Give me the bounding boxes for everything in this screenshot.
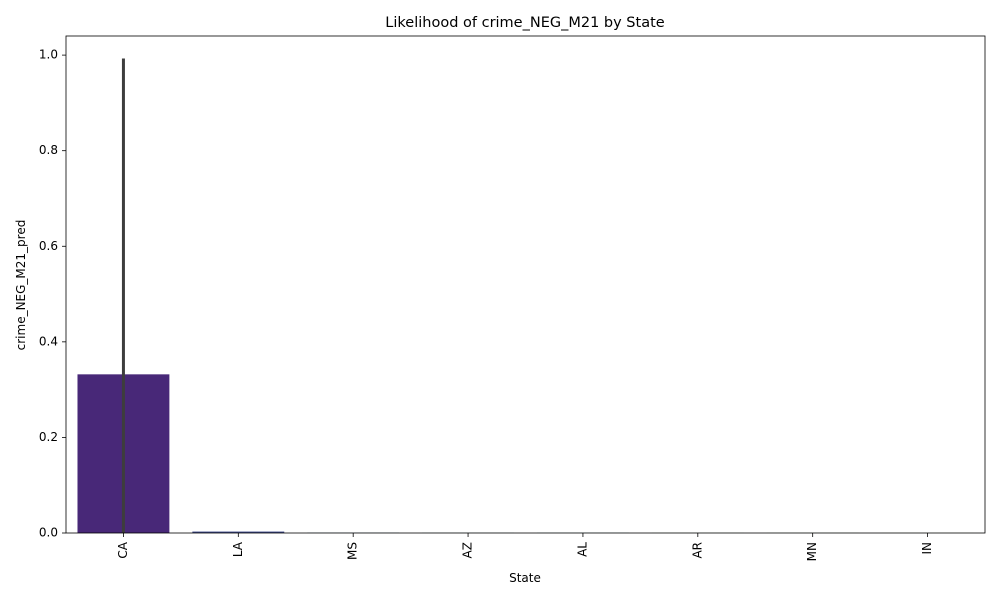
y-tick-label: 0.6 xyxy=(39,239,58,253)
y-tick-label: 1.0 xyxy=(39,48,58,62)
x-axis-label: State xyxy=(509,571,541,585)
chart-title: Likelihood of crime_NEG_M21 by State xyxy=(385,15,664,31)
x-tick-label: AR xyxy=(690,542,704,559)
plot-frame xyxy=(65,35,986,534)
bars-layer xyxy=(77,374,974,533)
x-axis-ticks: CA LA MS AZ AL AR MN IN xyxy=(116,533,934,561)
x-tick-label: AL xyxy=(575,542,589,557)
x-tick-label: IN xyxy=(920,542,934,555)
x-tick-label: MN xyxy=(805,542,819,561)
y-axis-ticks: 0.0 0.2 0.4 0.6 0.8 1.0 xyxy=(39,48,66,540)
y-axis-label: crime_NEG_M21_pred xyxy=(14,220,28,351)
x-tick-label: AZ xyxy=(461,542,475,558)
x-tick-label: CA xyxy=(116,541,130,558)
bar-la xyxy=(192,531,285,533)
x-tick-label: MS xyxy=(346,542,360,560)
axes-layer xyxy=(65,35,986,534)
y-tick-label: 0.2 xyxy=(39,430,58,444)
x-tick-label: LA xyxy=(231,541,245,557)
y-tick-label: 0.4 xyxy=(39,334,58,348)
y-tick-label: 0.0 xyxy=(39,526,58,540)
y-tick-label: 0.8 xyxy=(39,143,58,157)
